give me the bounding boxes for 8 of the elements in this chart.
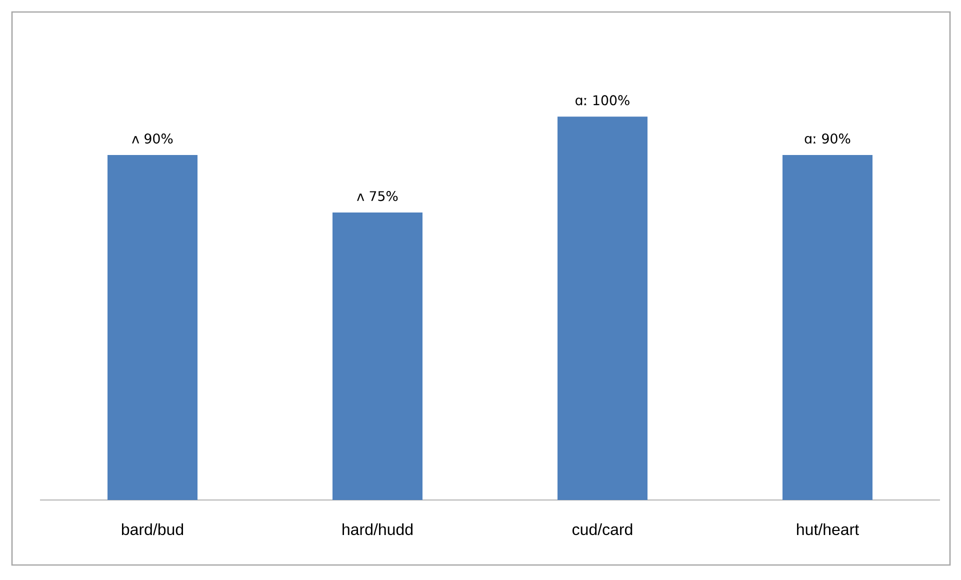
data-label: ɑː 90% xyxy=(804,134,850,144)
x-tick-label: hard/hudd xyxy=(342,523,412,536)
x-tick-label: hut/heart xyxy=(797,523,859,536)
x-tick-label: cud/card xyxy=(572,523,632,536)
data-label: ɑː 100% xyxy=(576,95,630,106)
data-label: ʌ 75% xyxy=(357,191,398,202)
data-label: ʌ 90% xyxy=(132,134,173,144)
x-tick-label: bard/bud xyxy=(122,523,184,536)
